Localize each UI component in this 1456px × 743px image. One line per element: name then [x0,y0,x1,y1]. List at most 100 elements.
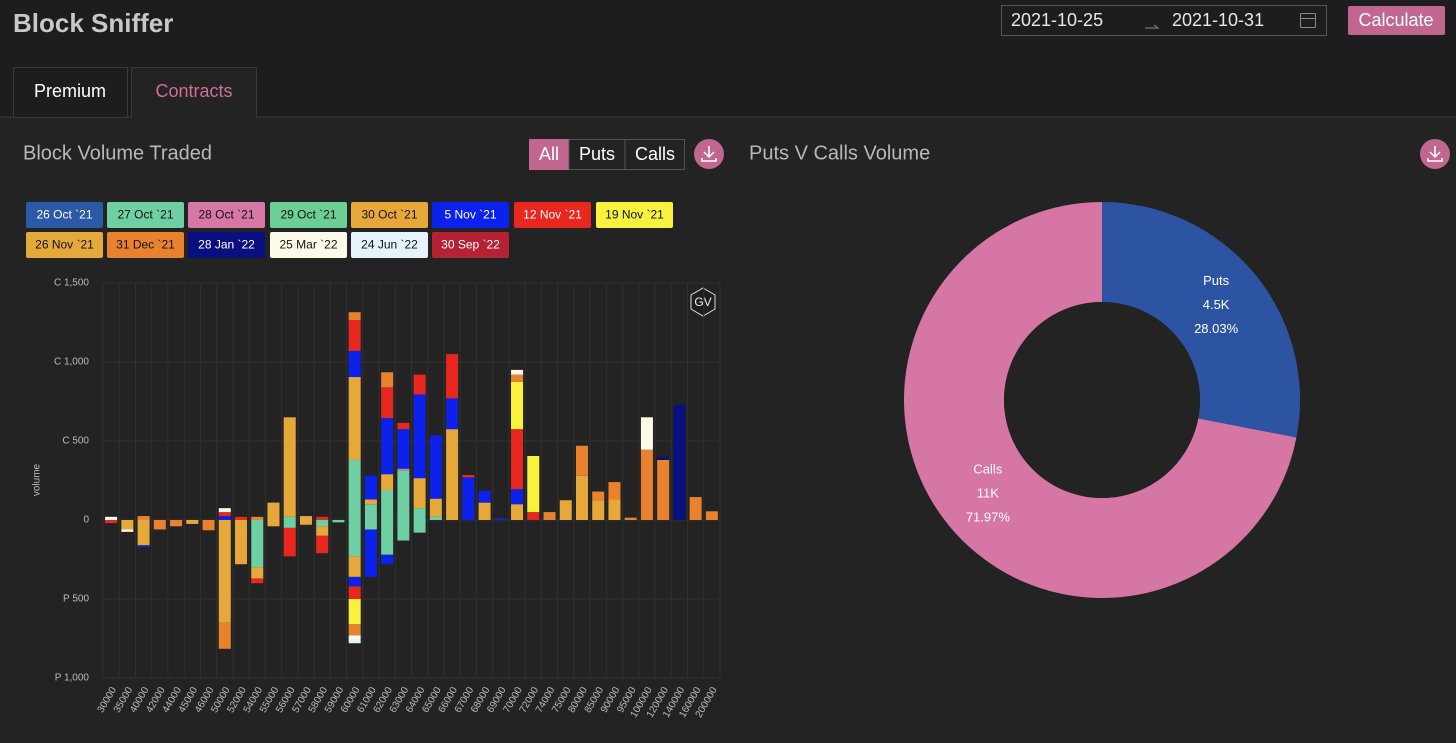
bar-segment [511,489,524,505]
legend-chip[interactable] [26,232,103,258]
tab-label[interactable]: Premium [34,81,106,101]
bar-segment [267,502,280,520]
legend-label: 26 Oct `21 [36,208,92,222]
bar-segment [462,474,475,478]
bar-segment [364,529,377,577]
bar-segment [381,418,394,475]
bar-segment [381,387,394,419]
date-start[interactable]: 2021-10-25 [1011,10,1103,30]
bar-segment [299,520,312,525]
calendar-icon [1300,13,1316,28]
bar-segment [105,516,118,520]
legend-label: 30 Sep `22 [441,238,500,252]
download-button[interactable] [694,139,724,169]
legend-chip[interactable] [270,202,347,228]
bar-segment [218,622,231,649]
calculate-button[interactable] [1348,6,1445,35]
bar-segment [299,516,312,520]
calculate-label[interactable]: Calculate [1358,10,1433,30]
legend-chip[interactable] [107,232,184,258]
y-tick-label: C 1,000 [54,357,89,368]
bar-segment [397,468,410,471]
legend-chip[interactable] [432,232,509,258]
bar-segment [527,512,540,520]
y-tick-label: 0 [83,515,89,526]
bar-segment [381,474,394,490]
download-button[interactable] [1420,139,1450,169]
bar-segment [543,512,556,520]
bar-segment [121,529,134,532]
legend-chip[interactable] [270,232,347,258]
bar-segment [527,456,540,513]
bar-segment [397,470,410,520]
bar-segment [478,490,491,503]
bar-segment [689,497,702,520]
bar-segment [251,567,264,579]
bar-segment [364,475,377,500]
legend-label: 12 Nov `21 [523,208,582,222]
bar-segment [413,520,426,533]
bar-segment [348,350,361,378]
bar-segment [640,417,653,450]
tab-label[interactable]: Contracts [155,81,232,101]
bar-segment [397,429,410,469]
bar-segment [153,520,166,530]
pie-slice [1102,202,1300,438]
legend-chip[interactable] [188,232,265,258]
bar-segment [592,491,605,501]
gv-badge [690,287,716,317]
bar-segment [137,516,150,520]
legend-chip[interactable] [188,202,265,228]
bar-segment [348,599,361,625]
bar-segment [218,516,231,520]
legend-label: 26 Nov `21 [35,238,94,252]
bar-segment [105,520,118,524]
toggle-all[interactable]: All [539,144,559,164]
legend-label: 28 Jan `22 [198,238,255,252]
bar-segment [413,374,426,395]
legend-chip[interactable] [596,202,673,228]
y-axis-label: volume [32,463,43,496]
pie-slice [903,202,1297,598]
legend-label: 27 Oct `21 [117,208,173,222]
legend-chip[interactable] [514,202,591,228]
legend-label: 29 Oct `21 [280,208,336,222]
bar-segment [348,638,361,644]
tab[interactable] [13,67,128,118]
toggle-puts[interactable]: Puts [579,144,615,164]
legend-label: 19 Nov `21 [605,208,664,222]
y-tick-label: P 500 [63,594,89,605]
legend-label: 31 Dec `21 [116,238,175,252]
toggle-active[interactable] [529,139,569,170]
legend-label: 28 Oct `21 [198,208,254,222]
bar-segment [348,556,361,577]
toggle-calls[interactable]: Calls [635,144,675,164]
bar-segment [397,520,410,541]
legend-label: 25 Mar `22 [279,238,337,252]
legend-chip[interactable] [351,202,428,228]
bar-segment [137,520,150,546]
bar-segment [332,520,345,523]
bar-segment [202,520,215,531]
slice-percent: 71.97% [966,510,1011,525]
y-tick-label: C 500 [62,436,89,447]
date-range[interactable] [1001,5,1327,36]
legend-label: 30 Oct `21 [361,208,417,222]
bar-segment [511,381,524,430]
slice-volume: 11K [977,486,999,501]
tab-active[interactable] [131,67,257,118]
bar-segment [446,354,459,399]
bar-segment [283,520,296,528]
app-title: Block Sniffer [13,8,173,38]
legend-chip[interactable] [26,202,103,228]
legend-chip[interactable] [351,232,428,258]
bar-segment [397,422,410,430]
date-end[interactable]: 2021-10-31 [1172,10,1264,30]
legend-chip[interactable] [107,202,184,228]
y-tick-label: P 1,000 [55,673,90,684]
bar-segment [186,520,199,524]
legend-chip[interactable] [432,202,509,228]
bar-segment [429,516,442,520]
